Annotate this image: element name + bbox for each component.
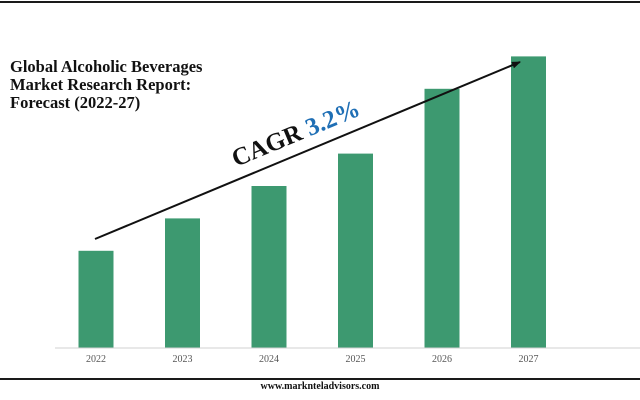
footer-url[interactable]: www.marknteladvisors.com xyxy=(260,381,380,392)
tick-label-2027: 2027 xyxy=(519,354,539,365)
tick-label-2024: 2024 xyxy=(259,354,279,365)
bar-2024 xyxy=(251,186,287,348)
trend-arrow xyxy=(94,61,521,240)
bar-2025 xyxy=(338,153,373,348)
tick-label-2026: 2026 xyxy=(432,354,452,365)
bottom-border xyxy=(0,378,640,380)
tick-label-2022: 2022 xyxy=(86,354,106,365)
cagr-value: 3.2% xyxy=(302,95,364,142)
tick-label-2025: 2025 xyxy=(346,354,366,365)
bar-2022 xyxy=(78,250,114,348)
bar-2027 xyxy=(511,56,546,349)
bars-group xyxy=(78,56,546,349)
bar-2026 xyxy=(424,88,460,349)
tick-labels-group: 2022 2023 2024 2025 2026 2027 xyxy=(86,354,539,365)
top-border xyxy=(0,1,640,3)
tick-label-2023: 2023 xyxy=(173,354,193,365)
bar-2023 xyxy=(165,218,200,348)
chart-title: Global Alcoholic Beverages Market Resear… xyxy=(10,57,203,112)
cagr-prefix: CAGR xyxy=(228,117,312,173)
